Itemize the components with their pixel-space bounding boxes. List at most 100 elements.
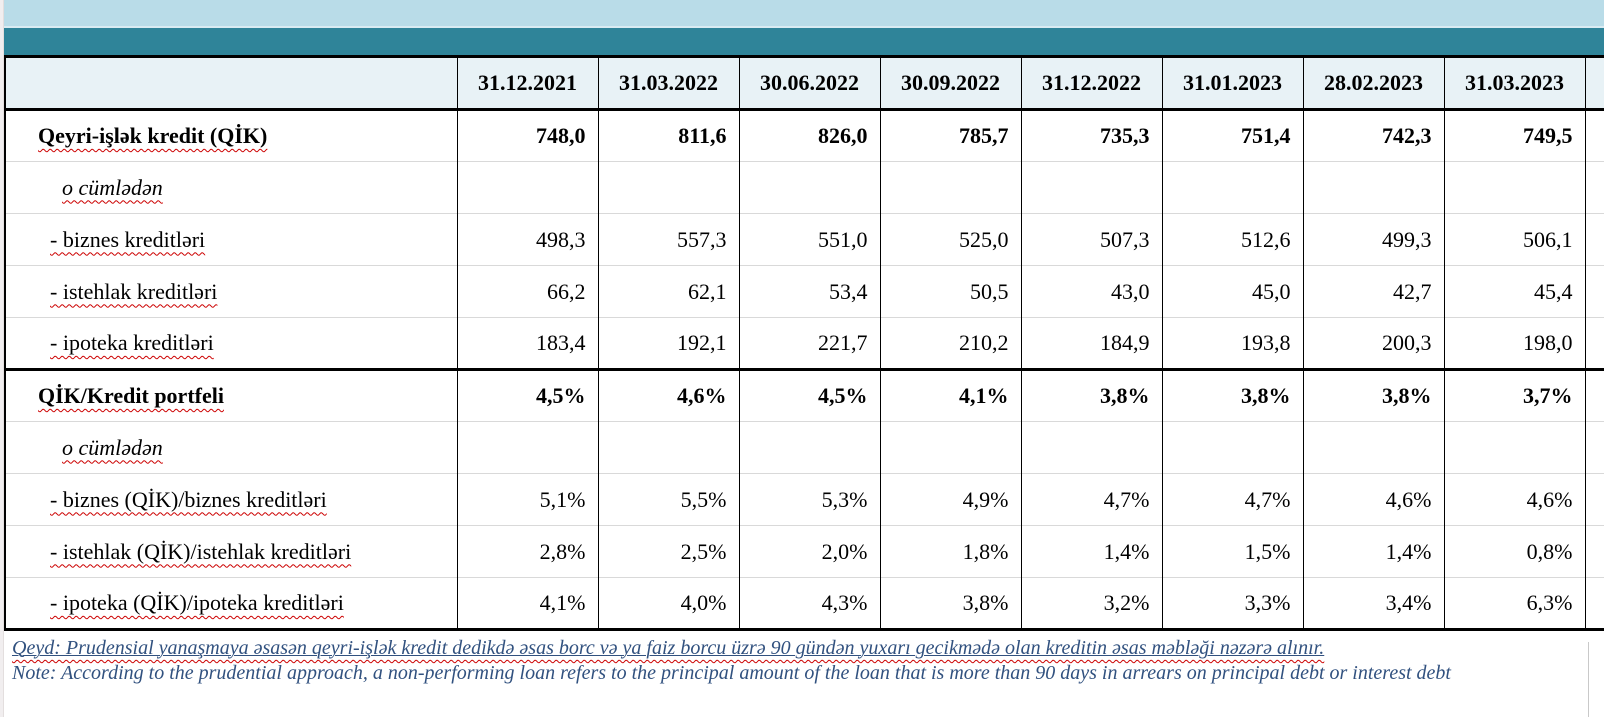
row-label-text: o cümlədən <box>62 434 163 460</box>
cell-value: 198,0 <box>1443 317 1585 370</box>
column-header-date: 28.02.2023 <box>1302 56 1444 111</box>
row-label-text: - biznes (QİK)/biznes kreditləri <box>50 486 327 512</box>
cell-value <box>879 161 1021 214</box>
cell-value: 183,4 <box>456 317 598 370</box>
cell-value: 4,0% <box>597 577 739 630</box>
footnote-english-text: Note: According to the prudential approa… <box>12 662 1451 684</box>
cell-value: 3,8% <box>1161 368 1303 422</box>
header-label-cell <box>5 56 457 111</box>
column-header-date: 31.03.2022 <box>597 56 739 111</box>
table-row-npl-ratio: QİK/Kredit portfeli 4,5% 4,6% 4,5% 4,1% … <box>5 368 1604 422</box>
cell-value <box>456 421 598 474</box>
cell-value <box>738 421 880 474</box>
partial-column-cell <box>1584 473 1604 526</box>
cell-value <box>456 161 598 214</box>
cell-value: 2,8% <box>456 525 598 578</box>
table-row-business-loans: - biznes kreditləri 498,3 557,3 551,0 52… <box>5 213 1604 266</box>
table-row-mortgage-loans: - ipoteka kreditləri 183,4 192,1 221,7 2… <box>5 317 1604 370</box>
partial-column-cell <box>1584 317 1604 370</box>
partial-column-cell <box>1584 109 1604 162</box>
partial-column-cell <box>1584 577 1604 630</box>
footnote-english: Note: According to the prudential approa… <box>12 661 1604 686</box>
cell-value: 4,3% <box>738 577 880 630</box>
banner-teal-band <box>4 28 1604 55</box>
cell-value: 50,5 <box>879 265 1021 318</box>
row-label: - istehlak (QİK)/istehlak kreditləri <box>5 525 457 578</box>
cell-value: 749,5 <box>1443 109 1585 162</box>
cell-value <box>1302 421 1444 474</box>
cell-value <box>738 161 880 214</box>
row-label-text: - istehlak (QİK)/istehlak kreditləri <box>50 538 352 564</box>
cell-value: 4,6% <box>597 368 739 422</box>
cell-value: 498,3 <box>456 213 598 266</box>
partial-column-cell <box>1584 265 1604 318</box>
cell-value: 5,5% <box>597 473 739 526</box>
row-label: - ipoteka kreditləri <box>5 317 457 370</box>
cell-value: 4,6% <box>1302 473 1444 526</box>
cell-value: 3,4% <box>1302 577 1444 630</box>
row-label: QİK/Kredit portfeli <box>5 368 457 422</box>
cell-value: 557,3 <box>597 213 739 266</box>
cell-value: 210,2 <box>879 317 1021 370</box>
cell-value: 0,8% <box>1443 525 1585 578</box>
cell-value: 5,3% <box>738 473 880 526</box>
cell-value <box>879 421 1021 474</box>
cell-value: 184,9 <box>1020 317 1162 370</box>
cell-value: 785,7 <box>879 109 1021 162</box>
table-row-subheading: o cümlədən <box>5 161 1604 214</box>
column-header-date: 30.06.2022 <box>738 56 880 111</box>
banner-light-band <box>4 0 1604 28</box>
row-label: - biznes (QİK)/biznes kreditləri <box>5 473 457 526</box>
cell-value: 751,4 <box>1161 109 1303 162</box>
column-header-date: 30.09.2022 <box>879 56 1021 111</box>
cell-value <box>1443 161 1585 214</box>
cell-value: 551,0 <box>738 213 880 266</box>
column-header-date: 31.01.2023 <box>1161 56 1303 111</box>
table-row-npl-total: Qeyri-işlək kredit (QİK) 748,0 811,6 826… <box>5 109 1604 162</box>
cell-value <box>1161 421 1303 474</box>
cell-value: 3,7% <box>1443 368 1585 422</box>
cell-value: 62,1 <box>597 265 739 318</box>
cell-value <box>597 421 739 474</box>
cell-value: 45,0 <box>1161 265 1303 318</box>
partial-column-cell <box>1584 421 1604 474</box>
row-label-text: - biznes kreditləri <box>50 226 206 252</box>
cell-value: 1,5% <box>1161 525 1303 578</box>
header-row: 31.12.2021 31.03.2022 30.06.2022 30.09.2… <box>5 56 1604 111</box>
partial-column-cell <box>1584 161 1604 214</box>
cell-value <box>597 161 739 214</box>
cell-value: 512,6 <box>1161 213 1303 266</box>
cell-value: 221,7 <box>738 317 880 370</box>
row-label: o cümlədən <box>5 161 457 214</box>
row-label-text: Qeyri-işlək kredit (QİK) <box>38 123 268 148</box>
table-row-business-ratio: - biznes (QİK)/biznes kreditləri 5,1% 5,… <box>5 473 1604 526</box>
cell-value: 735,3 <box>1020 109 1162 162</box>
column-header-date: 31.12.2022 <box>1020 56 1162 111</box>
table-row-mortgage-ratio: - ipoteka (QİK)/ipoteka kreditləri 4,1% … <box>5 577 1604 630</box>
row-label: - ipoteka (QİK)/ipoteka kreditləri <box>5 577 457 630</box>
cell-value: 1,8% <box>879 525 1021 578</box>
page-edge-strip <box>0 0 4 717</box>
cell-value: 1,4% <box>1302 525 1444 578</box>
row-label-text: - ipoteka (QİK)/ipoteka kreditləri <box>50 590 344 615</box>
cell-value <box>1443 421 1585 474</box>
cell-value: 3,3% <box>1161 577 1303 630</box>
footnote-azerbaijani: Qeyd: Prudensial yanaşmaya əsasən qeyri-… <box>12 636 1604 661</box>
row-label: - biznes kreditləri <box>5 213 457 266</box>
row-label-text: QİK/Kredit portfeli <box>38 383 224 408</box>
partial-column-cell <box>1584 368 1604 422</box>
document-content: 31.12.2021 31.03.2022 30.06.2022 30.09.2… <box>4 0 1604 686</box>
cell-value: 1,4% <box>1020 525 1162 578</box>
cell-value: 3,8% <box>1020 368 1162 422</box>
cell-value: 4,6% <box>1443 473 1585 526</box>
cell-value: 192,1 <box>597 317 739 370</box>
partial-column-cell <box>1584 213 1604 266</box>
cell-value: 3,8% <box>879 577 1021 630</box>
npl-table: 31.12.2021 31.03.2022 30.06.2022 30.09.2… <box>4 55 1604 631</box>
cell-value <box>1161 161 1303 214</box>
cell-value: 3,2% <box>1020 577 1162 630</box>
column-rule-extension <box>1588 642 1589 717</box>
cell-value: 4,1% <box>456 577 598 630</box>
cell-value: 4,1% <box>879 368 1021 422</box>
footnotes: Qeyd: Prudensial yanaşmaya əsasən qeyri-… <box>12 636 1604 686</box>
